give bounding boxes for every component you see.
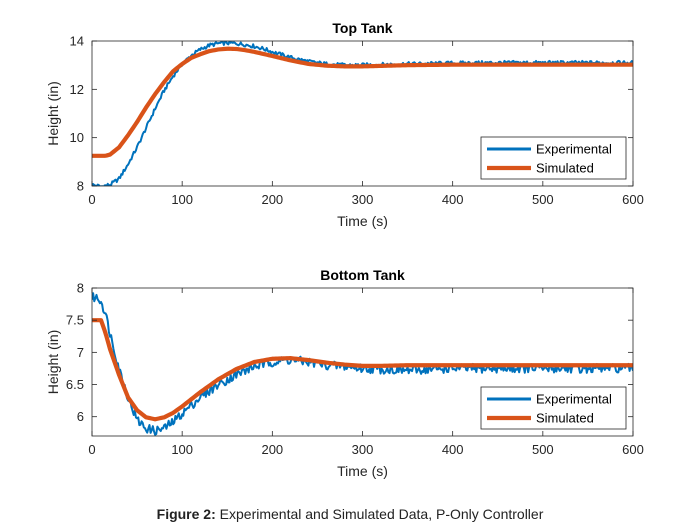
chart0-xtick-label: 500 bbox=[532, 192, 554, 207]
chart1-legend-label-simulated: Simulated bbox=[536, 411, 594, 426]
chart1-xtick-label: 100 bbox=[171, 442, 193, 457]
chart0-ylabel: Height (in) bbox=[45, 81, 61, 146]
chart0-xtick-label: 200 bbox=[261, 192, 283, 207]
chart1-xtick-label: 300 bbox=[352, 442, 374, 457]
chart0-legend-box bbox=[480, 136, 627, 180]
figure: 0 100 200 300 400 500 600 8 10 12 14 Top Tank Time (… bbox=[45, 20, 644, 479]
chart0-series-simulated-line bbox=[92, 46, 633, 158]
chart1-title: Bottom Tank bbox=[320, 267, 405, 283]
chart0-legend-label-experimental: Experimental bbox=[536, 142, 612, 157]
chart1-xtick-label: 500 bbox=[532, 442, 554, 457]
chart0-xtick-label: 0 bbox=[88, 192, 95, 207]
chart0-xtick-label: 400 bbox=[442, 192, 464, 207]
chart1-ytick-label: 8 bbox=[77, 281, 84, 296]
chart0-legend-label-simulated: Simulated bbox=[536, 161, 594, 176]
chart1-ytick-label: 6 bbox=[77, 409, 84, 424]
chart1-xtick-label: 600 bbox=[622, 442, 644, 457]
caption-text: Experimental and Simulated Data, P-Only … bbox=[219, 506, 544, 522]
chart0-ytick-label: 12 bbox=[70, 82, 84, 97]
chart0-xtick-label: 100 bbox=[171, 192, 193, 207]
chart1-series-simulated-line bbox=[92, 318, 633, 422]
chart0-ytick-label: 10 bbox=[70, 130, 84, 145]
chart1-legend-box bbox=[480, 386, 627, 430]
chart0-title: Top Tank bbox=[332, 20, 392, 36]
chart1-xtick-label: 200 bbox=[261, 442, 283, 457]
chart1-xlabel: Time (s) bbox=[337, 463, 388, 479]
caption-label: Figure 2: bbox=[156, 506, 216, 522]
chart1-xtick-label: 400 bbox=[442, 442, 464, 457]
chart1-legend-label-experimental: Experimental bbox=[536, 392, 612, 407]
chart0-xlabel: Time (s) bbox=[337, 213, 388, 229]
chart1-ytick-label: 6.5 bbox=[66, 377, 84, 392]
figure-caption: Figure 2: Experimental and Simulated Dat… bbox=[0, 506, 700, 522]
chart0-xtick-label: 300 bbox=[352, 192, 374, 207]
chart0-xtick-label: 600 bbox=[622, 192, 644, 207]
chart1-xtick-label: 0 bbox=[88, 442, 95, 457]
chart0-ytick-label: 14 bbox=[70, 34, 84, 49]
chart1-series-experimental-line bbox=[92, 292, 633, 436]
chart0-ytick-label: 8 bbox=[77, 179, 84, 194]
chart1-ytick-label: 7.5 bbox=[66, 313, 84, 328]
chart1-ylabel: Height (in) bbox=[45, 330, 61, 395]
chart1-ytick-label: 7 bbox=[77, 345, 84, 360]
